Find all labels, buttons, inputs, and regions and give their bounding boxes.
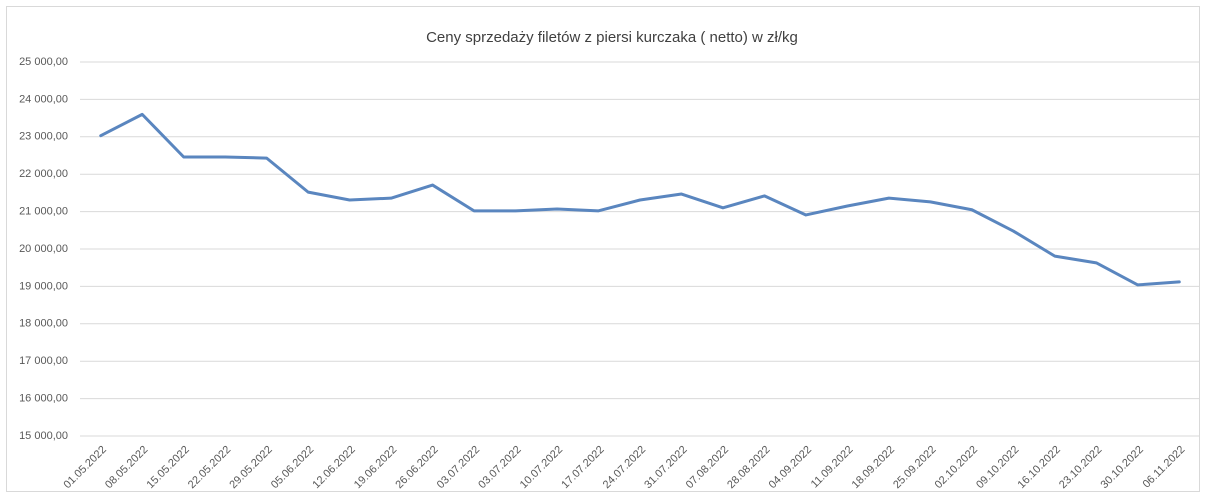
y-tick-label: 24 000,00 <box>19 93 68 105</box>
y-tick-label: 22 000,00 <box>19 168 68 180</box>
chart-title: Ceny sprzedaży filetów z piersi kurczaka… <box>426 29 798 46</box>
y-tick-label: 20 000,00 <box>19 243 68 255</box>
y-tick-label: 25 000,00 <box>19 56 68 68</box>
y-tick-label: 23 000,00 <box>19 131 68 143</box>
y-tick-label: 17 000,00 <box>19 355 68 367</box>
y-tick-label: 16 000,00 <box>19 393 68 405</box>
y-tick-label: 19 000,00 <box>19 280 68 292</box>
y-tick-label: 18 000,00 <box>19 318 68 330</box>
data-line <box>99 112 1181 287</box>
y-tick-label: 21 000,00 <box>19 206 68 218</box>
y-tick-label: 15 000,00 <box>19 430 68 442</box>
